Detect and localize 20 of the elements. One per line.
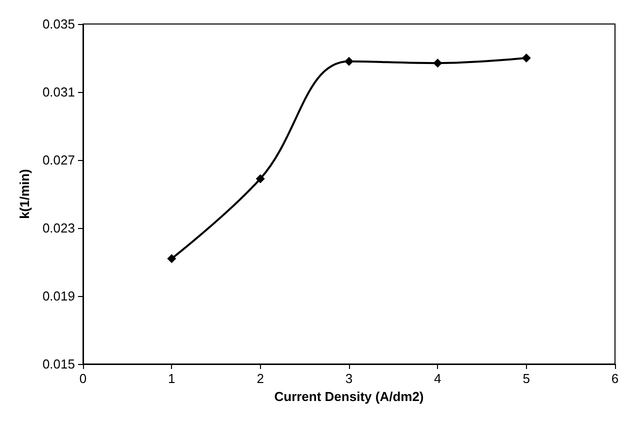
point bbox=[167, 254, 176, 264]
x-tick-label: 4 bbox=[434, 371, 442, 386]
point bbox=[256, 174, 265, 184]
x-axis-title: Current Density (A/dm2) bbox=[274, 389, 424, 404]
y-tick-label: 0.019 bbox=[42, 288, 75, 304]
x-tick-label: 6 bbox=[611, 371, 619, 386]
x-tick-label: 0 bbox=[79, 371, 87, 386]
y-tick-label: 0.031 bbox=[42, 84, 75, 100]
x-tick-label: 1 bbox=[168, 371, 176, 386]
y-tick-label: 0.015 bbox=[42, 356, 75, 372]
y-tick-label: 0.027 bbox=[42, 152, 75, 168]
y-tick-label: 0.035 bbox=[42, 16, 75, 32]
point bbox=[433, 58, 442, 68]
point bbox=[522, 54, 531, 62]
x-tick-label: 5 bbox=[522, 371, 530, 386]
x-tick-label: 2 bbox=[256, 371, 264, 386]
y-tick-label: 0.023 bbox=[42, 220, 75, 236]
x-tick-label: 3 bbox=[345, 371, 353, 386]
y-axis-title: k(1/min) bbox=[17, 169, 32, 219]
point bbox=[344, 56, 354, 66]
